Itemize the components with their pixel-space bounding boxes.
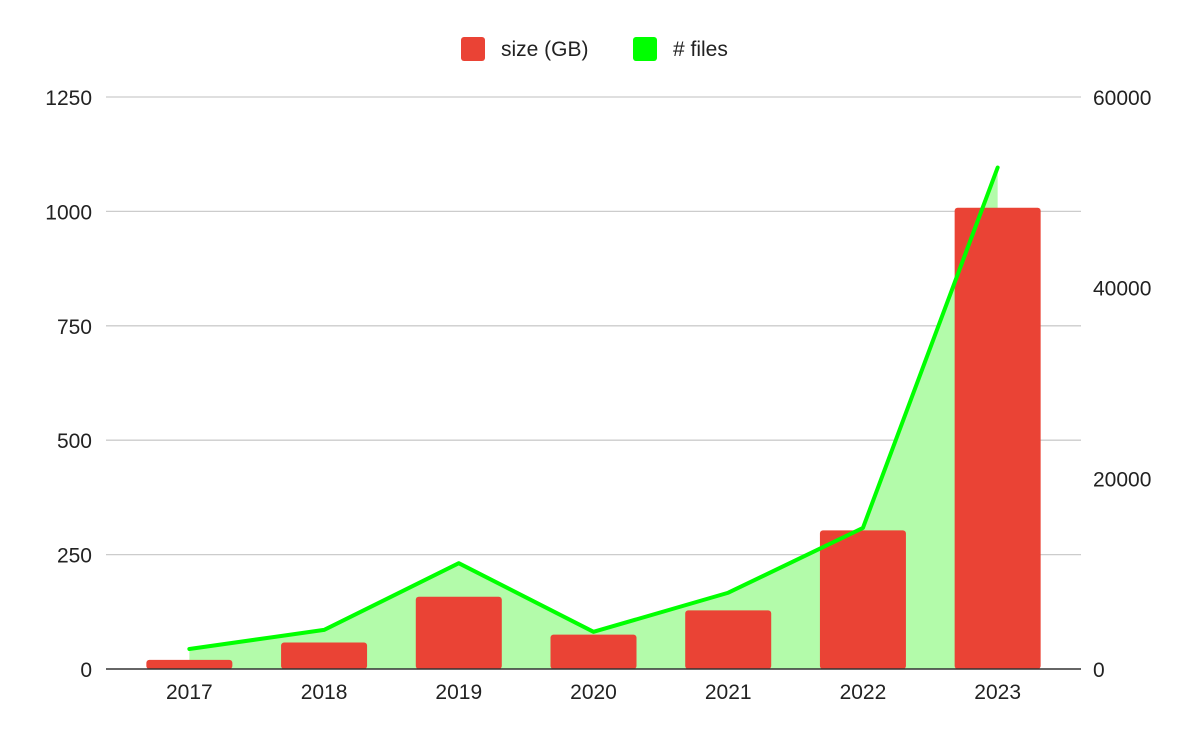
legend-label: size (GB) <box>501 38 589 61</box>
y-left-tick-label: 250 <box>57 545 92 568</box>
y-left-tick-label: 0 <box>80 659 92 682</box>
y-right-tick-label: 0 <box>1093 659 1105 682</box>
y-right-tick-label: 60000 <box>1093 87 1151 110</box>
y-left-tick-label: 500 <box>57 430 92 453</box>
y-left-tick-label: 750 <box>57 316 92 339</box>
size-bar <box>685 610 772 669</box>
files-line <box>187 165 1000 651</box>
legend-swatch <box>633 37 657 61</box>
axes: 0 250 500 750 1000 1250 0 20000 40000 60000 2017 20… <box>45 87 1151 704</box>
legend: size (GB) # files <box>461 37 728 61</box>
y-left-tick-label: 1250 <box>45 87 92 110</box>
size-bar <box>954 207 1041 669</box>
x-tick-label: 2023 <box>974 681 1021 704</box>
y-right-tick-label: 40000 <box>1093 278 1151 301</box>
files-line-layer <box>187 165 1000 651</box>
size-bar <box>550 634 637 669</box>
size-bar <box>146 659 233 669</box>
x-tick-label: 2020 <box>570 681 617 704</box>
x-tick-label: 2022 <box>840 681 887 704</box>
y-left-tick-label: 1000 <box>45 201 92 224</box>
files-area <box>189 167 998 669</box>
x-tick-label: 2019 <box>435 681 482 704</box>
x-tick-label: 2018 <box>301 681 348 704</box>
legend-label: # files <box>673 38 728 61</box>
size-bar <box>281 642 368 669</box>
size-bar <box>819 530 906 669</box>
files-area-layer <box>189 167 998 669</box>
x-tick-label: 2021 <box>705 681 752 704</box>
x-tick-label: 2017 <box>166 681 213 704</box>
legend-swatch <box>461 37 485 61</box>
y-right-tick-label: 20000 <box>1093 468 1151 491</box>
size-bar <box>415 596 502 669</box>
size-bars <box>146 207 1041 669</box>
